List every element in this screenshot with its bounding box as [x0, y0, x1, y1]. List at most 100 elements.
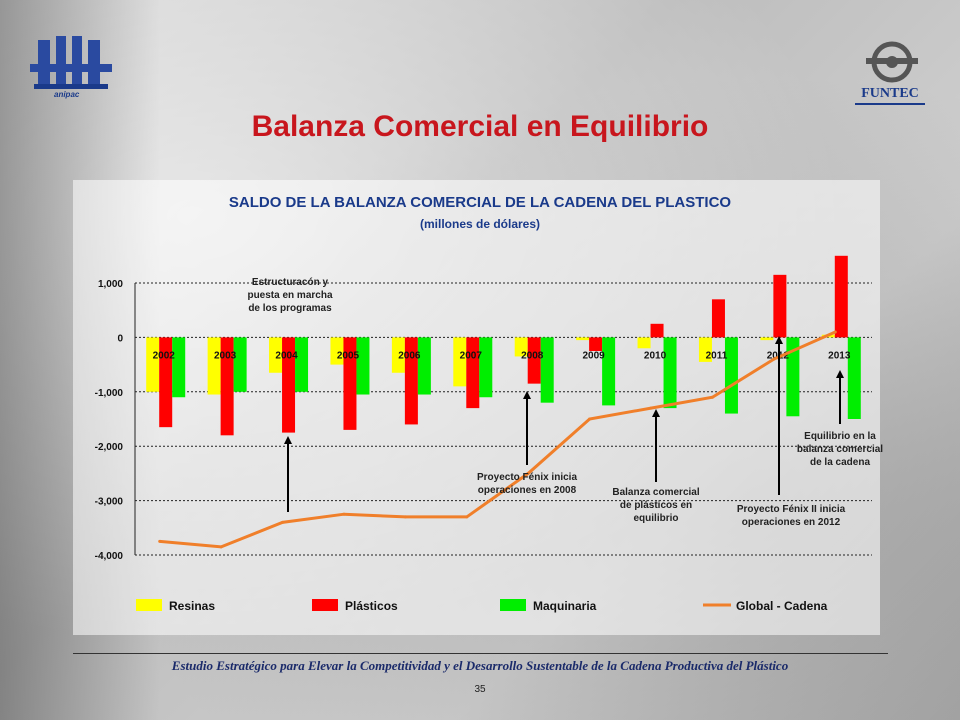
line-global-cadena — [159, 330, 836, 549]
annotation-arrowhead-2008 — [523, 391, 531, 399]
annotation-text-2004: puesta en marcha — [247, 290, 332, 301]
point-global-cadena-2006 — [403, 515, 407, 519]
legend-swatch-resinas — [136, 599, 162, 611]
annotation-arrowhead-2010 — [652, 409, 660, 417]
y-tick-label: -1,000 — [95, 388, 124, 399]
bar-plásticos-2007 — [466, 337, 480, 409]
bar-maquinaria-2002 — [172, 337, 186, 398]
bar-maquinaria-2007 — [479, 337, 493, 398]
point-global-cadena-2005 — [342, 512, 346, 516]
bar-resinas-2008 — [514, 337, 528, 357]
y-tick-label: -4,000 — [95, 551, 124, 562]
anipac-logo — [30, 36, 112, 89]
bar-maquinaria-2005 — [356, 337, 370, 395]
x-tick-label-2002: 2002 — [153, 350, 176, 361]
annotation-text-2010: de plásticos en — [620, 500, 692, 511]
bar-plásticos-2009 — [589, 337, 603, 351]
annotation-text-2013: de la cadena — [810, 457, 870, 468]
annotation-text-2008: operaciones en 2008 — [478, 485, 577, 496]
annotation-text-2010: Balanza comercial — [612, 487, 699, 498]
funtec-logo — [866, 41, 918, 83]
point-global-cadena-2011 — [710, 395, 714, 399]
annotation-text-2010: equilibrio — [634, 513, 679, 524]
legend-label-maquinaria: Maquinaria — [533, 599, 597, 613]
point-global-cadena-2012 — [772, 357, 776, 361]
bar-plásticos-2010 — [650, 323, 664, 338]
point-global-cadena-2002 — [158, 539, 162, 543]
x-tick-label-2005: 2005 — [337, 350, 360, 361]
y-tick-label: 1,000 — [98, 279, 123, 290]
bar-plásticos-2006 — [404, 337, 418, 425]
chart-subtitle: (millones de dólares) — [419, 217, 541, 231]
bar-plásticos-2003 — [220, 337, 234, 436]
bar-resinas-2004 — [269, 337, 283, 373]
bar-maquinaria-2006 — [417, 337, 431, 395]
x-tick-label-2008: 2008 — [521, 350, 544, 361]
bar-resinas-2009 — [576, 337, 590, 341]
annotation-text-2012: Proyecto Fénix II inicia — [737, 504, 846, 515]
x-tick-label-2004: 2004 — [275, 350, 298, 361]
bar-maquinaria-2008 — [540, 337, 554, 403]
chart-title: SALDO DE LA BALANZA COMERCIAL DE LA CADE… — [228, 194, 732, 211]
point-global-cadena-2010 — [649, 406, 653, 410]
legend-label-resinas: Resinas — [169, 599, 215, 613]
bar-plásticos-2012 — [773, 274, 787, 338]
x-tick-label-2013: 2013 — [828, 350, 851, 361]
bar-maquinaria-2011 — [724, 337, 738, 414]
bar-plásticos-2005 — [343, 337, 357, 430]
bar-plásticos-2004 — [282, 337, 296, 433]
bar-plásticos-2011 — [711, 299, 725, 338]
legend-swatch-plásticos — [312, 599, 338, 611]
y-tick-label: -2,000 — [95, 442, 124, 453]
bar-resinas-2006 — [391, 337, 405, 373]
bar-maquinaria-2003 — [233, 337, 247, 392]
annotation-text-2004: de los programas — [248, 303, 332, 314]
bar-maquinaria-2013 — [847, 337, 861, 419]
annotation-text-2004: Estructuracón y — [252, 277, 329, 288]
x-tick-label-2003: 2003 — [214, 350, 237, 361]
bar-plásticos-2002 — [159, 337, 173, 428]
bar-maquinaria-2010 — [663, 337, 677, 409]
annotation-arrowhead-2004 — [284, 436, 292, 444]
bar-resinas-2003 — [207, 337, 221, 395]
legend-label-global---cadena: Global - Cadena — [736, 599, 828, 613]
page-title: Balanza Comercial en Equilibrio — [251, 110, 709, 143]
annotation-arrowhead-2012 — [775, 336, 783, 344]
page-number: 35 — [474, 684, 486, 695]
annotation-text-2013: Equilibrio en la — [804, 431, 876, 442]
point-global-cadena-2007 — [465, 515, 469, 519]
x-tick-label-2011: 2011 — [706, 350, 728, 361]
bar-resinas-2010 — [637, 337, 651, 349]
x-tick-label-2010: 2010 — [644, 350, 667, 361]
funtec-logo-underline — [855, 103, 925, 105]
bar-resinas-2005 — [330, 337, 344, 365]
footer-divider — [73, 653, 888, 654]
annotation-arrowhead-2013 — [836, 370, 844, 378]
x-tick-label-2006: 2006 — [398, 350, 421, 361]
x-tick-label-2009: 2009 — [583, 350, 606, 361]
bar-plásticos-2008 — [527, 337, 541, 384]
point-global-cadena-2004 — [281, 520, 285, 524]
bar-plásticos-2013 — [834, 255, 848, 338]
point-global-cadena-2003 — [219, 545, 223, 549]
bar-maquinaria-2009 — [602, 337, 616, 406]
legend-swatch-maquinaria — [500, 599, 526, 611]
point-global-cadena-2013 — [833, 330, 837, 334]
anipac-logo-text: anipac — [54, 90, 80, 99]
bar-maquinaria-2004 — [295, 337, 309, 392]
point-global-cadena-2009 — [588, 417, 592, 421]
funtec-logo-text: FUNTEC — [861, 86, 919, 101]
annotation-text-2012: operaciones en 2012 — [742, 517, 841, 528]
x-tick-label-2007: 2007 — [460, 350, 483, 361]
annotation-text-2013: balanza comercial — [797, 444, 883, 455]
footer-text: Estudio Estratégico para Elevar la Compe… — [171, 658, 789, 673]
bar-resinas-2002 — [146, 337, 160, 392]
y-tick-label: 0 — [117, 333, 123, 344]
bar-maquinaria-2012 — [786, 337, 800, 417]
legend-label-plásticos: Plásticos — [345, 599, 398, 613]
bar-resinas-2007 — [453, 337, 467, 387]
bar-resinas-2011 — [698, 337, 712, 362]
point-global-cadena-2008 — [526, 471, 530, 475]
bar-resinas-2012 — [760, 337, 774, 341]
